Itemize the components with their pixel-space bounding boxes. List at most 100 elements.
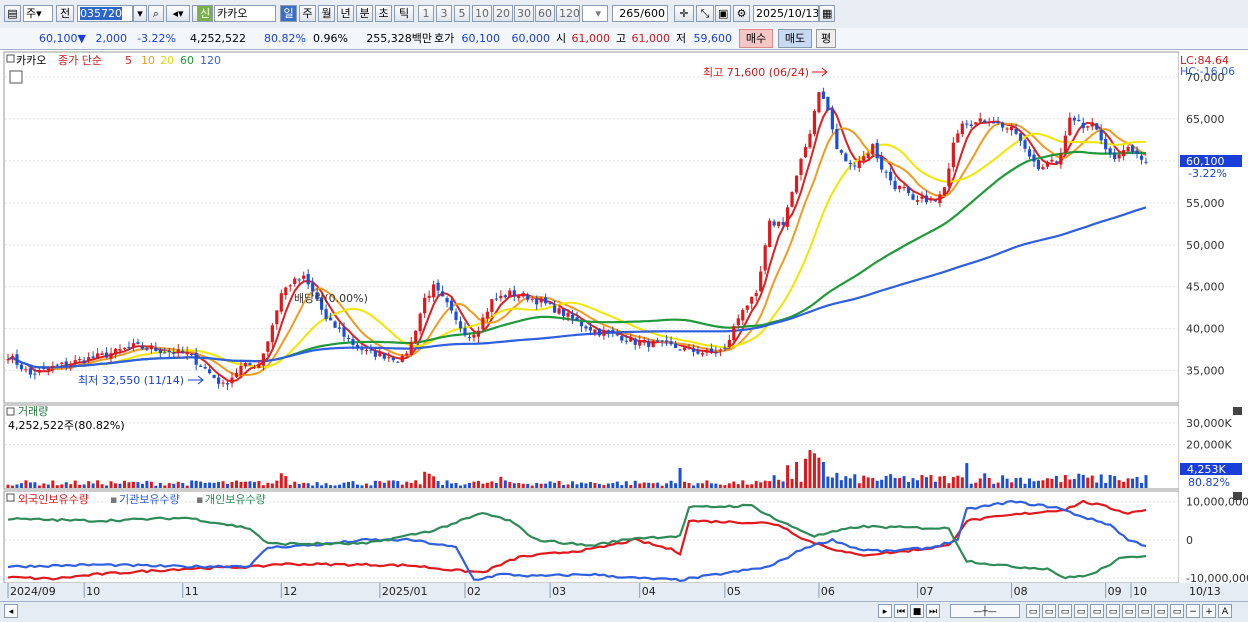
zoom-icon-7[interactable]: ▭ — [1122, 604, 1136, 618]
candle-body — [302, 275, 306, 279]
holdings-close-icon[interactable] — [1233, 492, 1242, 500]
chart-svg[interactable]: 70,00065,00060,00055,00050,00045,00040,0… — [0, 50, 1248, 601]
volume-bar — [741, 480, 745, 488]
candle-body — [33, 373, 37, 375]
save-icon[interactable]: ▣ — [715, 5, 731, 22]
layout-icon[interactable]: ▤ — [4, 5, 21, 22]
volume-bar — [369, 485, 373, 488]
stock-name-field[interactable]: 카카오 — [214, 5, 276, 22]
candle-body — [297, 279, 301, 281]
zoom-icon-2[interactable]: ▭ — [1042, 604, 1056, 618]
zoom-icon-3[interactable]: ▭ — [1058, 604, 1072, 618]
period-button-second[interactable]: 초 — [375, 5, 392, 22]
candle-body — [821, 91, 826, 99]
scroll-right-icon[interactable]: ▸ — [878, 604, 892, 618]
candle-body — [449, 300, 454, 311]
volume-bar — [983, 473, 987, 488]
volume-bar — [297, 484, 301, 488]
zoom-icon-6[interactable]: ▭ — [1106, 604, 1120, 618]
candle-body — [320, 297, 324, 310]
volume-bar — [960, 477, 964, 488]
eval-button[interactable]: 평 — [816, 29, 836, 48]
font-size-icon[interactable]: A — [1218, 604, 1232, 618]
candle-body — [252, 366, 257, 368]
period-button-tick[interactable]: 틱 — [394, 5, 414, 22]
volume-bar — [862, 475, 866, 488]
interval-button-5[interactable]: 5 — [454, 5, 470, 22]
candle-body — [1086, 126, 1090, 128]
bottom-scrollbar[interactable]: ◂ ▸ ⏮ ■ ⏭ —┼— ▭ ▭ ▭ ▭ ▭ ▭ ▭ ▭ ▭ ▭ − + A — [0, 601, 1248, 622]
candle-body — [938, 194, 942, 204]
zoom-icon-9[interactable]: ▭ — [1154, 604, 1168, 618]
period-button-month[interactable]: 월 — [318, 5, 335, 22]
crosshair-icon[interactable]: ✛ — [674, 5, 694, 22]
period-button-year[interactable]: 년 — [337, 5, 354, 22]
volume-bar — [700, 483, 704, 488]
candle-body — [409, 341, 413, 356]
volume-bar — [889, 474, 893, 488]
candle-body — [799, 158, 803, 175]
interval-dropdown[interactable]: ▾ — [582, 5, 608, 22]
zoom-icon-10[interactable]: ▭ — [1170, 604, 1184, 618]
low-label: 저 — [676, 32, 687, 45]
volume-bar — [1090, 475, 1094, 488]
zoom-icon-5[interactable]: ▭ — [1090, 604, 1104, 618]
interval-button-1[interactable]: 1 — [418, 5, 434, 22]
volume-bar — [557, 480, 561, 488]
period-button-minute[interactable]: 분 — [356, 5, 373, 22]
candle-body — [611, 330, 615, 333]
scroll-left-icon[interactable]: ◂ — [4, 604, 18, 618]
date-field[interactable]: 2025/10/13 — [753, 5, 819, 22]
stock-code-input[interactable]: 035720 — [77, 5, 133, 22]
volume-bar — [409, 482, 413, 488]
zoom-icon-8[interactable]: ▭ — [1138, 604, 1152, 618]
price-tick-label: 55,000 — [1186, 197, 1225, 210]
interval-button-10[interactable]: 10 — [472, 5, 492, 22]
jump-start-icon[interactable]: ⏮ — [894, 604, 908, 618]
interval-button-60[interactable]: 60 — [535, 5, 555, 22]
volume-bar — [19, 483, 23, 488]
volume-bar — [105, 485, 109, 488]
candle-body — [924, 195, 929, 203]
zoom-in-icon[interactable]: + — [1202, 604, 1216, 618]
zoom-slider[interactable]: —┼— — [950, 604, 1020, 618]
code-dropdown-icon[interactable]: ▾ — [133, 5, 147, 22]
zoom-icon-1[interactable]: ▭ — [1026, 604, 1040, 618]
count-field[interactable]: 265/600 — [612, 5, 668, 22]
zoom-out-icon[interactable]: − — [1186, 604, 1200, 618]
zoom-icon-4[interactable]: ▭ — [1074, 604, 1088, 618]
candle-body — [521, 292, 525, 297]
calendar-icon[interactable]: ▦ — [819, 5, 835, 22]
gear-icon[interactable]: ⚙ — [733, 5, 750, 22]
high-arrow-icon — [812, 67, 828, 77]
period-button-day[interactable]: 일 — [280, 5, 297, 22]
period-mode-select[interactable]: 주▾ — [23, 5, 53, 22]
volume-bar — [234, 480, 238, 488]
interval-button-30[interactable]: 30 — [514, 5, 534, 22]
prev-button[interactable]: 전 — [56, 5, 74, 22]
volume-bar — [1131, 478, 1135, 488]
volume-bar — [472, 481, 476, 488]
volume-bar — [656, 482, 660, 488]
sell-button[interactable]: 매도 — [778, 29, 812, 48]
candle-body — [239, 366, 243, 375]
candle-body — [884, 171, 888, 173]
buy-button[interactable]: 매수 — [739, 29, 773, 48]
candle-body — [830, 109, 834, 130]
period-button-week[interactable]: 주 — [299, 5, 316, 22]
interval-button-120[interactable]: 120 — [556, 5, 580, 22]
stop-icon[interactable]: ■ — [910, 604, 924, 618]
candle-body — [790, 192, 794, 207]
interval-button-3[interactable]: 3 — [436, 5, 452, 22]
chart-area[interactable]: 70,00065,00060,00055,00050,00045,00040,0… — [0, 50, 1248, 601]
candle-body — [665, 340, 669, 343]
draw-icon[interactable]: ⤡ — [696, 5, 714, 22]
search-icon[interactable]: ⌕ — [148, 5, 164, 22]
table-icon[interactable] — [9, 70, 23, 84]
speaker-icon[interactable]: ◂▾ — [166, 5, 190, 22]
jump-end-icon[interactable]: ⏭ — [926, 604, 940, 618]
candle-body — [785, 207, 790, 227]
interval-button-20[interactable]: 20 — [493, 5, 513, 22]
volume-close-icon[interactable] — [1233, 407, 1242, 415]
candle-body — [741, 309, 745, 321]
